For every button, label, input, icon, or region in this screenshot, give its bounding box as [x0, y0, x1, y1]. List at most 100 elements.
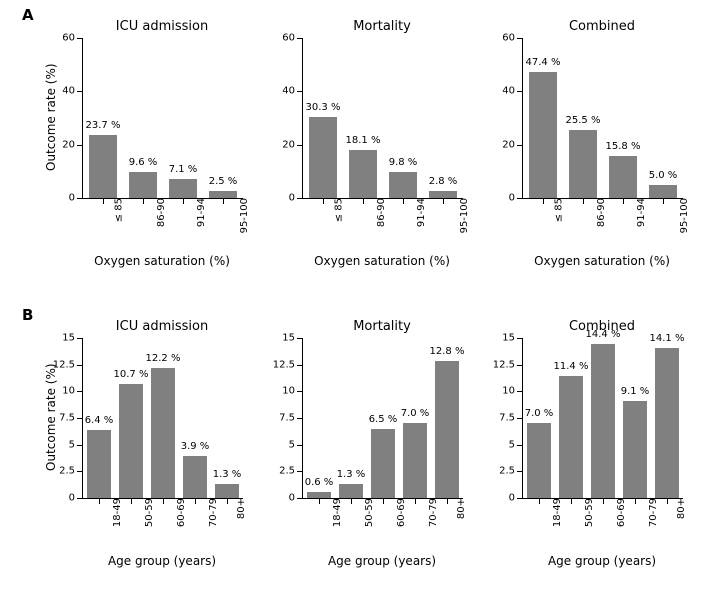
x-tick-label: 50-59	[356, 498, 375, 527]
x-tick-label: 50-59	[136, 498, 155, 527]
x-tick	[443, 198, 444, 204]
bar-value-label: 7.1 %	[169, 164, 198, 175]
x-tick-label: 60-69	[388, 498, 407, 527]
plot-area: 020406047.4 %≤ 8525.5 %86-9015.8 %91-945…	[522, 38, 683, 199]
x-tick	[319, 498, 320, 504]
bar	[371, 429, 394, 498]
x-tick-label: 80+	[448, 498, 467, 519]
plot-area: 02.557.51012.5157.0 %18-4911.4 %50-5914.…	[522, 338, 683, 499]
y-tick-label: 20	[282, 139, 303, 150]
x-tick-label: 80+	[668, 498, 687, 519]
x-tick-label: 95-100	[451, 198, 470, 233]
bar-value-label: 9.1 %	[621, 386, 650, 397]
bar-value-label: 5.0 %	[649, 170, 678, 181]
y-tick-label: 2.5	[499, 466, 523, 477]
x-tick-label: 70-79	[640, 498, 659, 527]
y-tick-label: 15	[502, 333, 523, 344]
bar-value-label: 2.5 %	[209, 176, 238, 187]
row-b: B ICU admission02.557.51012.5156.4 %18-4…	[0, 300, 710, 599]
plot-area: 020406023.7 %≤ 859.6 %86-907.1 %91-942.5…	[82, 38, 243, 199]
x-axis-label: Oxygen saturation (%)	[534, 254, 670, 268]
bar	[623, 401, 646, 498]
y-tick-label: 7.5	[279, 413, 303, 424]
y-tick-label: 5	[289, 439, 303, 450]
bar-value-label: 1.3 %	[213, 469, 242, 480]
x-axis-label: Age group (years)	[108, 554, 216, 568]
x-tick	[163, 498, 164, 504]
bar-value-label: 11.4 %	[554, 361, 589, 372]
x-tick	[543, 198, 544, 204]
y-tick-label: 40	[62, 86, 83, 97]
bar	[403, 423, 426, 498]
y-tick-label: 15	[62, 333, 83, 344]
plot-area: 02.557.51012.5150.6 %18-491.3 %50-596.5 …	[302, 338, 463, 499]
panel-label-b: B	[22, 306, 33, 324]
y-tick-label: 7.5	[499, 413, 523, 424]
x-tick	[183, 198, 184, 204]
y-tick-label: 10	[62, 386, 83, 397]
chart-panel: ICU admission02.557.51012.5156.4 %18-491…	[82, 318, 242, 499]
x-tick	[539, 498, 540, 504]
panel-title: ICU admission	[82, 18, 242, 36]
bar-value-label: 1.3 %	[337, 469, 366, 480]
y-axis-label: Outcome rate (%)	[44, 363, 58, 471]
bar-value-label: 25.5 %	[566, 115, 601, 126]
x-tick	[131, 498, 132, 504]
bar-value-label: 23.7 %	[86, 120, 121, 131]
bar-value-label: 7.0 %	[401, 408, 430, 419]
bar-value-label: 12.2 %	[146, 353, 181, 364]
x-tick	[623, 198, 624, 204]
x-tick	[603, 498, 604, 504]
y-tick-label: 15	[282, 333, 303, 344]
y-tick-label: 0	[69, 193, 83, 204]
y-tick-label: 12.5	[273, 359, 303, 370]
y-tick-label: 10	[282, 386, 303, 397]
x-tick	[351, 498, 352, 504]
x-tick-label: 18-49	[544, 498, 563, 527]
bar	[569, 130, 598, 198]
bar	[209, 191, 238, 198]
bar	[309, 117, 338, 198]
plot-area: 02.557.51012.5156.4 %18-4910.7 %50-5912.…	[82, 338, 243, 499]
chart-panel: Mortality020406030.3 %≤ 8518.1 %86-909.8…	[302, 18, 462, 199]
bar	[89, 135, 118, 198]
bar	[591, 344, 614, 498]
x-tick-label: 50-59	[576, 498, 595, 527]
x-tick-label: 91-94	[408, 198, 427, 227]
y-tick-label: 2.5	[279, 466, 303, 477]
bar-value-label: 6.5 %	[369, 414, 398, 425]
x-tick-label: 70-79	[420, 498, 439, 527]
bar-value-label: 3.9 %	[181, 441, 210, 452]
x-tick	[323, 198, 324, 204]
x-tick-label: 60-69	[168, 498, 187, 527]
x-tick-label: 80+	[228, 498, 247, 519]
panel-title: Mortality	[302, 18, 462, 36]
y-tick-label: 10	[502, 386, 523, 397]
y-tick-label: 0	[289, 493, 303, 504]
x-tick-label: 70-79	[200, 498, 219, 527]
x-axis-label: Age group (years)	[328, 554, 436, 568]
x-tick	[143, 198, 144, 204]
bar-value-label: 0.6 %	[305, 477, 334, 488]
bar-value-label: 47.4 %	[526, 57, 561, 68]
bar-value-label: 7.0 %	[525, 408, 554, 419]
y-tick-label: 0	[509, 493, 523, 504]
y-tick-label: 60	[62, 33, 83, 44]
chart-panel: Combined02.557.51012.5157.0 %18-4911.4 %…	[522, 318, 682, 499]
bar	[169, 179, 198, 198]
y-tick-label: 60	[502, 33, 523, 44]
bar	[429, 191, 458, 198]
chart-panel: Combined020406047.4 %≤ 8525.5 %86-9015.8…	[522, 18, 682, 199]
y-tick-label: 2.5	[59, 466, 83, 477]
x-tick-label: 86-90	[148, 198, 167, 227]
bar	[527, 423, 550, 498]
x-tick-label: 18-49	[324, 498, 343, 527]
bar-value-label: 30.3 %	[306, 102, 341, 113]
bar-value-label: 2.8 %	[429, 176, 458, 187]
x-tick-label: 91-94	[188, 198, 207, 227]
y-tick-label: 20	[62, 139, 83, 150]
y-tick-label: 5	[509, 439, 523, 450]
chart-panel: ICU admission 020406023.7 %≤ 859.6 %86-90…	[82, 18, 242, 199]
x-tick	[223, 198, 224, 204]
row-a: A ICU admission020406023.7 %≤ 859.6 %86-…	[0, 0, 710, 300]
